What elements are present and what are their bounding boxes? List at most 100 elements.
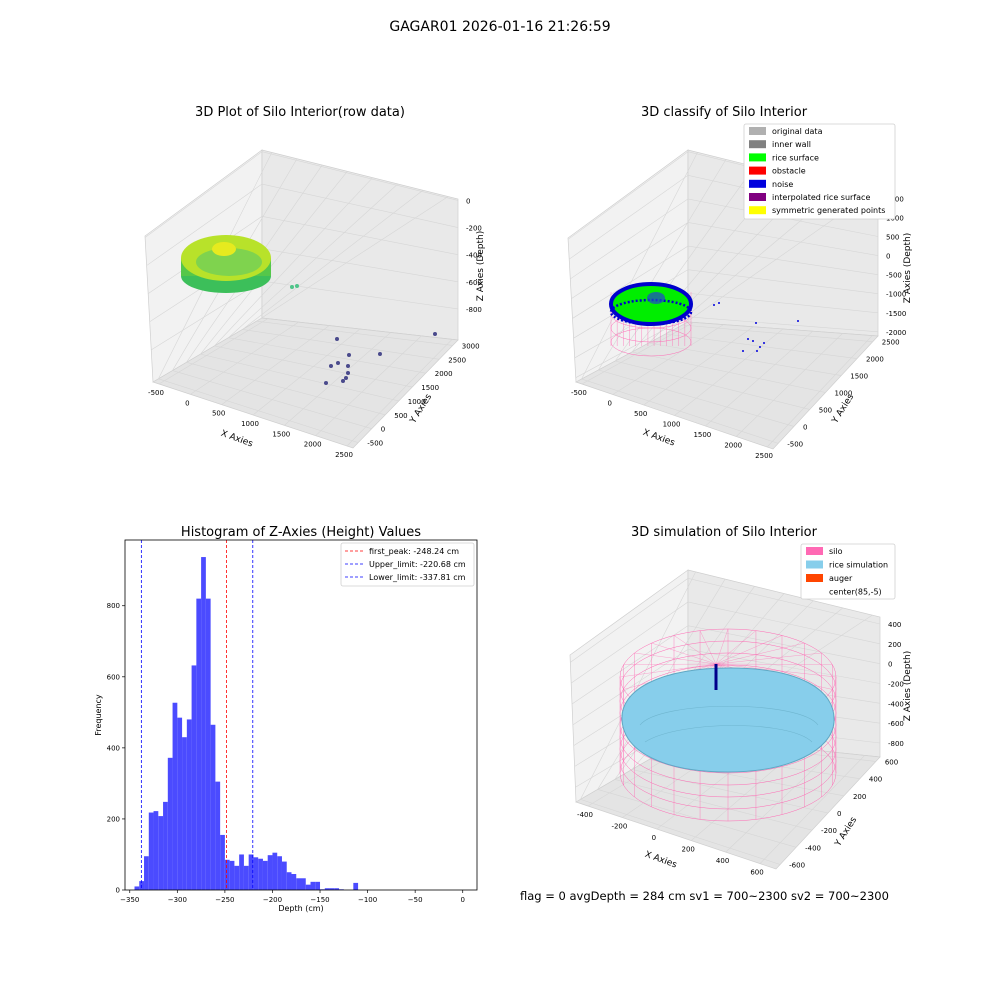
histogram-bar [315,881,321,890]
y-tick-label: 1500 [850,373,868,381]
histogram-bars [134,557,359,890]
panel-classify-title: 3D classify of Silo Interior [641,105,808,120]
histogram-xlabel: Depth (cm) [278,904,323,913]
histogram-bar [272,852,278,890]
y-gridline [172,370,372,430]
histogram-bar [220,834,225,890]
histogram-bar [215,781,221,890]
legend-label: first_peak: -248.24 cm [369,547,459,556]
silo-roof-rib [715,635,783,665]
x-tick-label: 1500 [272,430,290,438]
y-wall-gridline [256,196,449,322]
z-tick-label: -600 [466,279,482,287]
x-tick-label: 0 [460,896,464,904]
y-gridline [228,337,426,374]
y-wall-gridline [200,171,348,355]
legend-swatch [749,140,766,149]
panel-histogram-title: Histogram of Z-Axies (Height) Values [181,525,421,540]
noise-point [346,371,350,375]
panel-classify-xlabel: X Axies [641,428,676,449]
y-gridline [186,362,386,416]
legend-label: obstacle [772,167,806,176]
noise-point [378,352,382,356]
y-tick-label: 600 [885,758,898,766]
x-gridline [315,335,422,436]
y-gridline [200,353,399,402]
y-gridline [214,345,413,388]
x-tick-label: −350 [120,896,139,904]
x-gridline [190,321,299,395]
y-tick-label: 600 [107,673,120,681]
y-tick-label: -200 [821,827,837,835]
histogram-ticks: −350 −300 −250 −200 −150 −100 −50 0 0 200 400 600 80… [107,602,465,904]
histogram-bar [144,856,149,890]
y-wall-gridline [228,183,399,338]
x-gridline [252,328,361,416]
histogram-bar [224,859,230,890]
y-tick-label: 500 [819,406,832,414]
z-tick-label: -200 [888,681,904,689]
y-wall-gridline [598,159,727,371]
y-tick-label: 2000 [435,370,453,378]
z-tick-label: -500 [886,272,902,280]
y-tick-label: 800 [107,602,120,610]
histogram-bar [296,878,301,890]
z-gridline [570,601,881,684]
histogram-bar [205,598,211,890]
histogram-bar [167,757,173,890]
z-gridline [570,198,879,280]
z-tick-label: 0 [888,661,892,669]
x-tick-label: 500 [634,410,647,418]
z-gridline [572,649,881,726]
z-tick-label: -1000 [886,291,906,299]
x-tick-label: 1000 [241,420,259,428]
noise-point [433,332,437,336]
histogram-bar [267,855,273,890]
legend-label: original data [772,127,823,136]
panel-classify-legend: original data inner wall rice surface obsta… [743,123,896,220]
legend-swatch [749,206,766,215]
noise-point [755,322,757,324]
histogram-bar [248,854,254,890]
legend-label: center(85,-5) [829,588,882,597]
x-gridline [158,318,269,385]
histogram-legend: first_peak: -248.24 cm Upper_limit: -220.… [340,542,475,587]
legend-swatch [749,127,766,135]
histogram-bar [281,861,287,890]
y-wall-gridline [214,177,373,347]
histogram-bar [158,816,164,890]
x-tick-label: −300 [168,896,187,904]
silo-roof-rib [699,630,717,665]
noise-point [763,342,765,344]
x-gridline [221,325,330,405]
panel-raw-zlabel: Z Axies (Depth) [476,231,486,302]
z-tick-label: -800 [888,740,904,748]
x-tick-label: 0 [185,399,189,407]
histogram-bar [353,882,359,890]
panel-classify-noise-points [713,302,799,352]
histogram-bar [163,801,168,890]
histogram-bar [305,884,311,890]
z-gridline [570,578,881,663]
x-tick-label: -500 [148,389,164,397]
y-tick-label: 0 [116,887,120,895]
silo-roof-rib [651,642,717,665]
y-gridline [242,329,440,360]
histogram-bar [134,886,140,890]
noise-point [324,381,328,385]
y-tick-label: 1000 [835,390,853,398]
y-gridline [665,333,858,359]
z-gridline [146,183,459,266]
y-tick-label: -500 [367,440,383,448]
y-tick-label: 200 [107,815,120,823]
noise-point [335,337,339,341]
z-tick-label: -2000 [886,329,906,337]
panel-simulation-ticks: -400 -200 0 200 400 600 -600 -400 -200 0 200 400 600… [577,621,904,877]
histogram-axes-frame [124,539,478,891]
y-tick-label: -600 [789,862,805,870]
x-tick-label: 500 [212,410,225,418]
y-gridline [581,378,779,444]
silo-roof-rib [715,663,833,665]
y-wall-gridline [581,152,698,380]
panel-raw-gridlines [144,151,459,447]
